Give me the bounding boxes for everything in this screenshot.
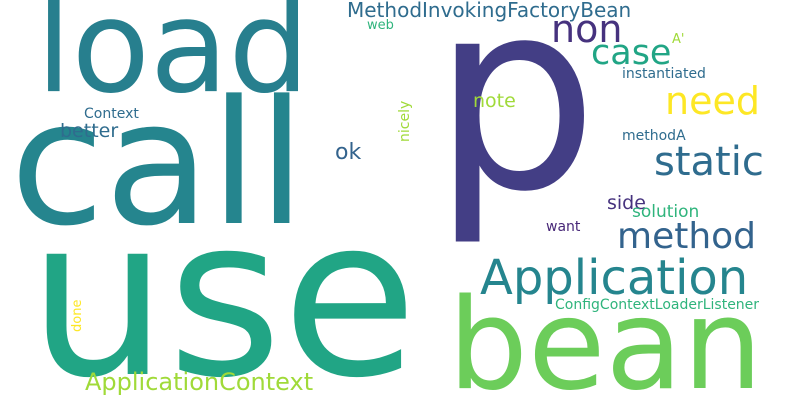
word-static: static (654, 139, 764, 185)
word-application: Application (480, 250, 749, 306)
word-want: nicely (397, 100, 413, 142)
word-need: need (665, 79, 760, 123)
word-context: Context (84, 106, 139, 122)
word-methodinvokingfactorybean: MethodInvokingFactoryBean (347, 0, 632, 22)
word-use: use (28, 170, 418, 400)
word-bean: bean (448, 271, 763, 400)
word-instantiated: instantiated (622, 66, 706, 82)
word-case: case (591, 33, 672, 73)
word-a-prime: A' (672, 32, 685, 47)
word-web: web (367, 18, 394, 33)
word-call: call (10, 63, 306, 264)
word-side: side (607, 192, 646, 214)
word-better: better (60, 120, 119, 142)
word-note: note (473, 90, 516, 112)
word-solution: solution (632, 202, 700, 222)
word-configcontextloaderlistener: ConfigContextLoaderListener (555, 297, 760, 313)
word-method: method (617, 216, 757, 257)
word-ok: ok (335, 140, 362, 165)
word-p: p (432, 0, 599, 249)
word-nicely: want (546, 219, 581, 235)
word-non: non (551, 7, 623, 51)
word-done: done (70, 299, 85, 332)
word-load: load (36, 0, 310, 122)
word-applicationcontext: ApplicationContext (85, 368, 314, 396)
word-methoda: methodA (622, 128, 686, 144)
